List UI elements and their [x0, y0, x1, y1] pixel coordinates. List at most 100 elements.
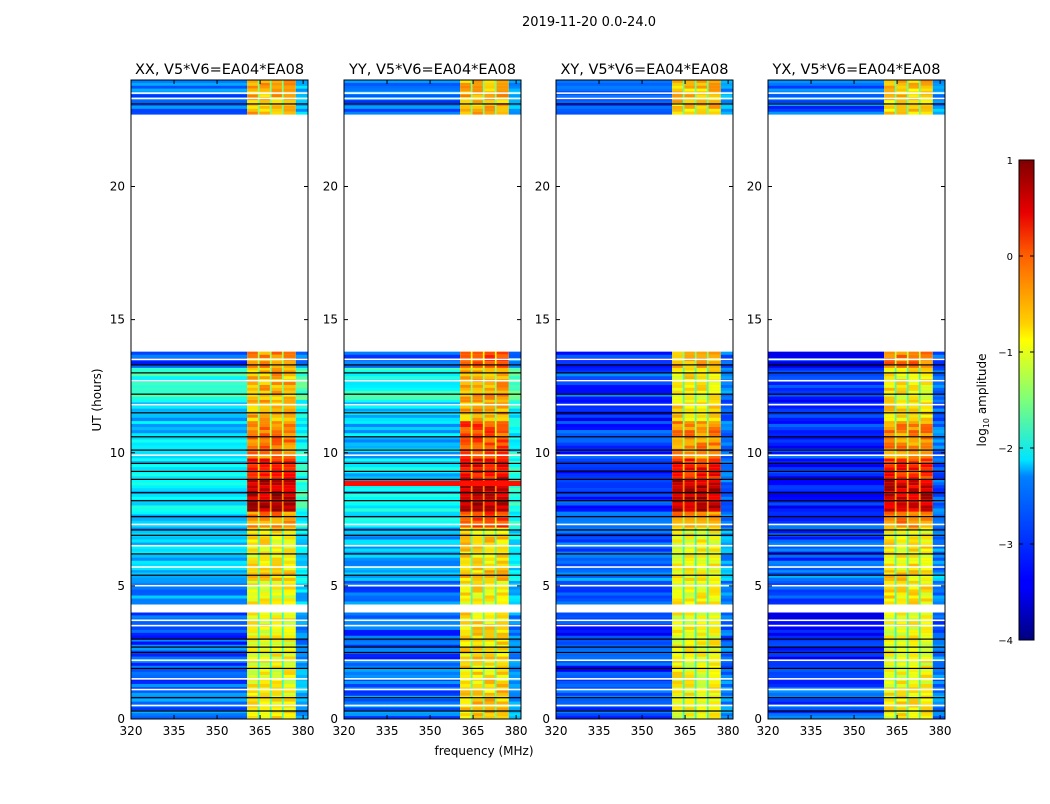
flagged-row: [556, 624, 733, 627]
flagged-row: [556, 523, 733, 526]
heatmap-cell: [708, 632, 721, 637]
heatmap-cell: [932, 527, 945, 531]
heatmap-cell: [884, 674, 933, 679]
heatmap-cell: [460, 364, 471, 368]
zero-row: [556, 710, 733, 712]
heatmap-cell: [460, 644, 471, 648]
heatmap-cell: [896, 505, 907, 509]
heatmap-cell: [720, 601, 733, 605]
heatmap-cell: [932, 586, 945, 590]
heatmap-cell: [344, 387, 461, 392]
heatmap-cell: [932, 612, 945, 616]
heatmap-cell: [247, 464, 258, 468]
heatmap-cell: [283, 577, 296, 581]
heatmap-cell: [768, 632, 885, 637]
heatmap-cell: [344, 499, 461, 503]
panel-title: XX, V5*V6=EA04*EA08: [135, 62, 304, 78]
heatmap-cell: [247, 496, 258, 501]
heatmap-cell: [720, 103, 733, 107]
heatmap-cell: [932, 560, 945, 565]
heatmap-cell: [720, 668, 733, 673]
heatmap-cell: [472, 473, 483, 477]
heatmap-cell: [896, 653, 907, 657]
heatmap-cell: [508, 517, 521, 522]
heatmap-cell: [768, 354, 885, 359]
heatmap-cell: [271, 414, 282, 419]
heatmap-cell: [247, 485, 296, 489]
heatmap-cell: [768, 108, 885, 113]
heatmap-cell: [908, 653, 919, 657]
flagged-row: [344, 358, 521, 361]
heatmap-cell: [672, 659, 683, 664]
heatmap-cell: [672, 436, 721, 440]
heatmap-cell: [472, 454, 483, 459]
heatmap-cell: [932, 393, 945, 397]
heatmap-cell: [556, 517, 673, 522]
heatmap-cell: [696, 488, 707, 492]
heatmap-cell: [884, 508, 895, 512]
heatmap-cell: [908, 511, 919, 515]
heatmap-cell: [684, 108, 695, 113]
heatmap-cell: [247, 105, 296, 110]
heatmap-cell: [131, 100, 248, 104]
heatmap-cell: [672, 445, 683, 450]
heatmap-cell: [672, 542, 721, 546]
heatmap-cell: [259, 569, 270, 573]
heatmap-cell: [908, 502, 919, 506]
heatmap-cell: [884, 527, 895, 531]
heatmap-cell: [496, 684, 509, 688]
heatmap-cell: [672, 111, 721, 115]
heatmap-cell: [920, 644, 933, 648]
heatmap-cell: [684, 105, 695, 110]
heatmap-cell: [932, 662, 945, 667]
heatmap-cell: [908, 662, 919, 667]
heatmap-cell: [472, 414, 483, 419]
heatmap-cell: [672, 364, 683, 368]
heatmap-cell: [295, 592, 308, 596]
heatmap-cell: [247, 502, 296, 506]
heatmap-cell: [684, 665, 695, 670]
heatmap-cell: [131, 698, 248, 702]
heatmap-cell: [271, 399, 282, 403]
heatmap-cell: [884, 464, 895, 468]
heatmap-cell: [460, 361, 471, 365]
heatmap-cell: [932, 656, 945, 660]
heatmap-cell: [708, 476, 721, 480]
heatmap-cell: [460, 351, 509, 356]
heatmap-cell: [884, 586, 933, 590]
heatmap-cell: [708, 508, 721, 512]
heatmap-cell: [460, 367, 471, 371]
heatmap-cell: [295, 439, 308, 443]
heatmap-cell: [484, 635, 495, 639]
heatmap-cell: [472, 527, 483, 531]
heatmap-cell: [720, 508, 733, 512]
heatmap-cell: [556, 707, 673, 711]
heatmap-cell: [908, 496, 919, 501]
heatmap-cell: [908, 85, 919, 89]
heatmap-cell: [884, 396, 895, 400]
heatmap-cell: [884, 414, 933, 419]
heatmap-cell: [672, 445, 721, 450]
heatmap-cell: [259, 580, 270, 584]
heatmap-cell: [247, 502, 258, 506]
heatmap-cell: [720, 536, 733, 540]
heatmap-cell: [508, 367, 521, 371]
heatmap-cell: [708, 713, 721, 717]
zero-row: [131, 667, 308, 670]
heatmap-cell: [247, 674, 258, 679]
heatmap-cell: [344, 442, 461, 446]
heatmap-cell: [472, 524, 483, 528]
heatmap-cell: [283, 373, 296, 377]
heatmap-cell: [472, 111, 483, 115]
heatmap-cell: [508, 595, 521, 599]
heatmap-cell: [247, 408, 258, 412]
heatmap-cell: [283, 586, 296, 590]
zero-row: [556, 667, 733, 670]
heatmap-cell: [460, 539, 509, 543]
heatmap-cell: [896, 542, 907, 546]
heatmap-cell: [884, 653, 933, 657]
heatmap-cell: [460, 560, 509, 565]
heatmap-cell: [672, 105, 683, 110]
heatmap-cell: [708, 569, 721, 573]
heatmap-cell: [896, 430, 907, 434]
